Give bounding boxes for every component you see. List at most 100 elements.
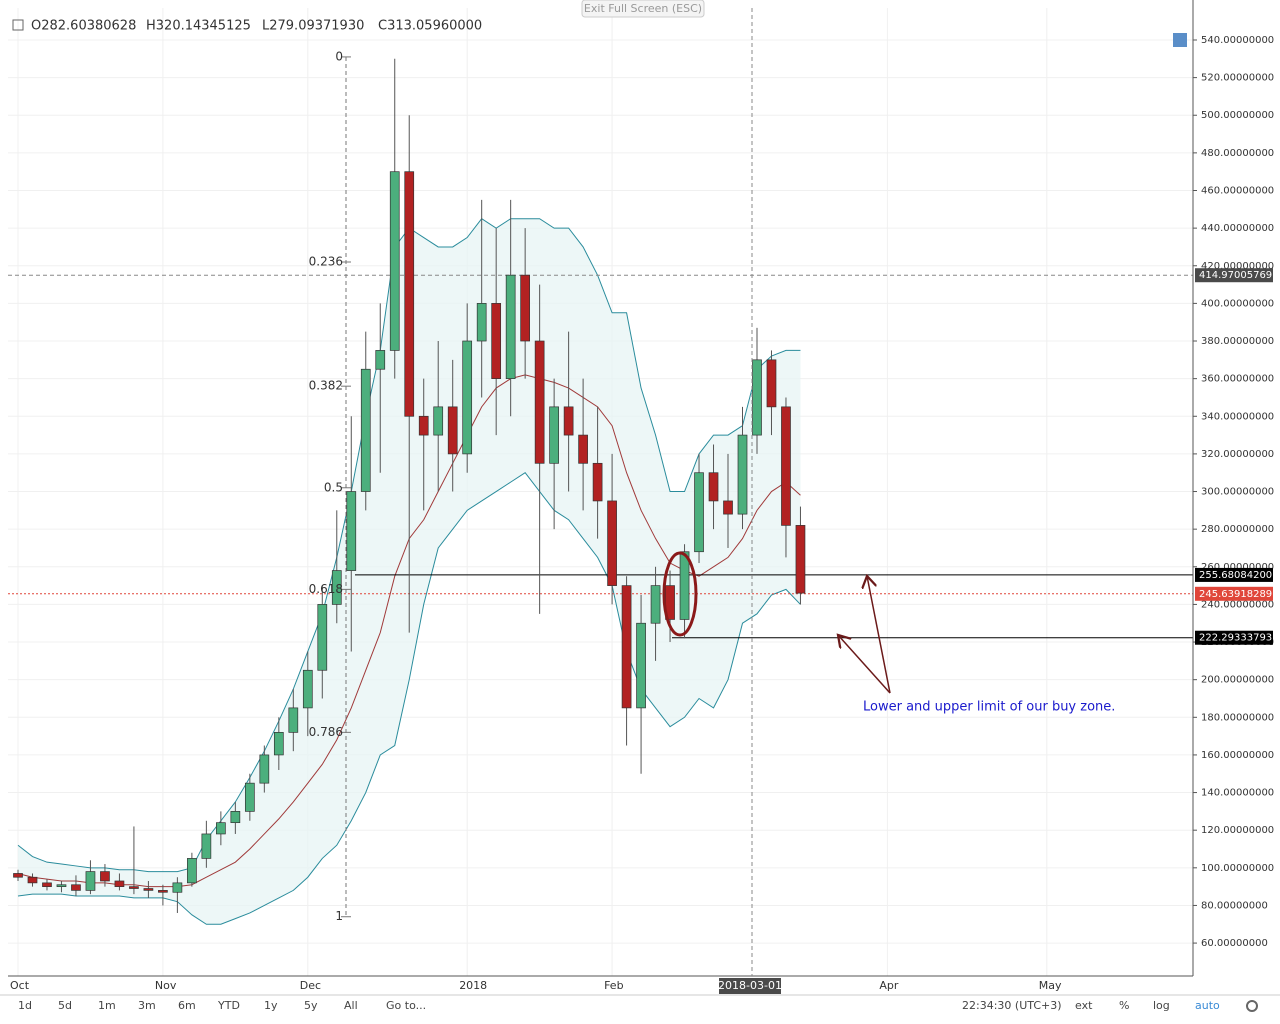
candle-body — [737, 434, 748, 515]
range-button[interactable]: 1m — [98, 999, 116, 1012]
fib-level-label: 0.236 — [309, 254, 343, 268]
candle-body — [563, 406, 574, 436]
candle-body — [273, 732, 284, 756]
ohlc-high: H320.14345125 — [146, 19, 251, 34]
collapse-icon[interactable] — [12, 19, 24, 31]
y-tick-label: 280.00000000 — [1201, 524, 1274, 535]
y-tick-label: 380.00000000 — [1201, 336, 1274, 347]
fib-level-label: 0 — [335, 49, 343, 63]
y-tick-label: 460.00000000 — [1201, 185, 1274, 196]
candle-body — [375, 350, 386, 370]
y-tick-label: 500.00000000 — [1201, 110, 1274, 121]
candle-body — [346, 491, 357, 571]
x-tick-label: Nov — [155, 979, 177, 992]
crosshair-x-label: 2018-03-01 — [718, 979, 782, 992]
exit-fullscreen[interactable] — [581, 0, 705, 18]
candle-body — [621, 585, 632, 709]
y-tick-label: 400.00000000 — [1201, 298, 1274, 309]
plot-area — [8, 8, 1193, 976]
candle-body — [723, 500, 733, 515]
fib-level-label: 0.5 — [324, 480, 343, 494]
range-button[interactable]: YTD — [217, 999, 240, 1012]
candle-body — [708, 472, 719, 502]
x-tick-label: Apr — [879, 979, 899, 992]
candle-body — [244, 782, 255, 812]
option-button[interactable]: ext — [1075, 999, 1093, 1012]
candle-body — [447, 406, 458, 455]
fib-level-label: 1 — [335, 909, 343, 923]
x-tick-label: Oct — [10, 979, 30, 992]
price-label: 255.68084200 — [1199, 570, 1272, 581]
price-label: 245.63918289 — [1199, 589, 1272, 600]
range-button[interactable]: 5d — [58, 999, 72, 1012]
candle-body — [71, 884, 81, 891]
y-tick-label: 300.00000000 — [1201, 487, 1274, 498]
scale-icon[interactable] — [1173, 33, 1187, 47]
option-button[interactable]: % — [1119, 999, 1129, 1012]
fib-level-label: 0.786 — [309, 725, 343, 739]
y-tick-label: 480.00000000 — [1201, 148, 1274, 159]
y-tick-label: 160.00000000 — [1201, 750, 1274, 761]
y-tick-label: 180.00000000 — [1201, 712, 1274, 723]
candle-body — [288, 707, 299, 733]
y-tick-label: 80.00000000 — [1201, 900, 1268, 911]
candle-body — [752, 359, 762, 436]
y-tick-label: 120.00000000 — [1201, 825, 1274, 836]
candle-body — [360, 368, 371, 492]
candle-body — [172, 882, 183, 893]
crosshair-x-box — [719, 978, 781, 994]
settings-icon[interactable] — [1246, 1000, 1258, 1012]
y-tick-label: 320.00000000 — [1201, 449, 1274, 460]
fib-level-label: 0.382 — [309, 379, 343, 393]
range-button[interactable]: 1d — [18, 999, 32, 1012]
range-button[interactable]: All — [344, 999, 358, 1012]
candle-body — [418, 415, 429, 436]
goto-button[interactable]: Go to... — [386, 999, 426, 1012]
candle-body — [187, 858, 197, 884]
candle-body — [694, 472, 704, 553]
fib-level-label: 0.618 — [309, 582, 343, 596]
candle-body — [549, 406, 559, 464]
range-button[interactable]: 6m — [178, 999, 196, 1012]
highlight-ellipse — [662, 551, 698, 637]
ohlc-low: L279.09371930 — [262, 19, 364, 34]
y-tick-label: 440.00000000 — [1201, 223, 1274, 234]
x-tick-label: 2018 — [459, 979, 487, 992]
x-tick-label: May — [1039, 979, 1062, 992]
range-button[interactable]: 3m — [138, 999, 156, 1012]
crosshair-y-box — [1195, 268, 1273, 283]
option-button[interactable]: log — [1153, 999, 1170, 1012]
candle-body — [56, 884, 67, 887]
price-label: 222.29333793 — [1199, 633, 1272, 644]
candle-body — [795, 525, 806, 594]
option-button[interactable]: auto — [1195, 999, 1220, 1012]
clock: 22:34:30 (UTC+3) — [962, 999, 1062, 1012]
candle-body — [317, 604, 328, 671]
price-label-box — [1195, 567, 1273, 582]
candle-body — [491, 303, 502, 379]
candle-body — [476, 303, 487, 342]
candle-body — [766, 359, 777, 408]
candle-body — [114, 880, 125, 887]
y-tick-label: 240.00000000 — [1201, 599, 1274, 610]
exit-fullscreen-label[interactable]: Exit Full Screen (ESC) — [584, 2, 702, 15]
candle-body — [302, 669, 313, 709]
range-button[interactable]: 1y — [264, 999, 278, 1012]
y-tick-label: 100.00000000 — [1201, 863, 1274, 874]
y-tick-label: 540.00000000 — [1201, 35, 1274, 46]
y-tick-label: 260.00000000 — [1201, 562, 1274, 573]
y-tick-label: 60.00000000 — [1201, 938, 1268, 949]
candle-body — [216, 822, 226, 835]
price-label-box — [1195, 586, 1273, 601]
candle-body — [201, 833, 212, 859]
candle-body — [331, 570, 342, 605]
price-label-box — [1195, 630, 1273, 645]
arrow-upper — [867, 576, 891, 694]
candle-body — [42, 882, 52, 887]
ohlc-close: C313.05960000 — [378, 19, 482, 34]
range-button[interactable]: 5y — [304, 999, 318, 1012]
x-tick-label: Feb — [604, 979, 623, 992]
candle-body — [433, 406, 444, 436]
